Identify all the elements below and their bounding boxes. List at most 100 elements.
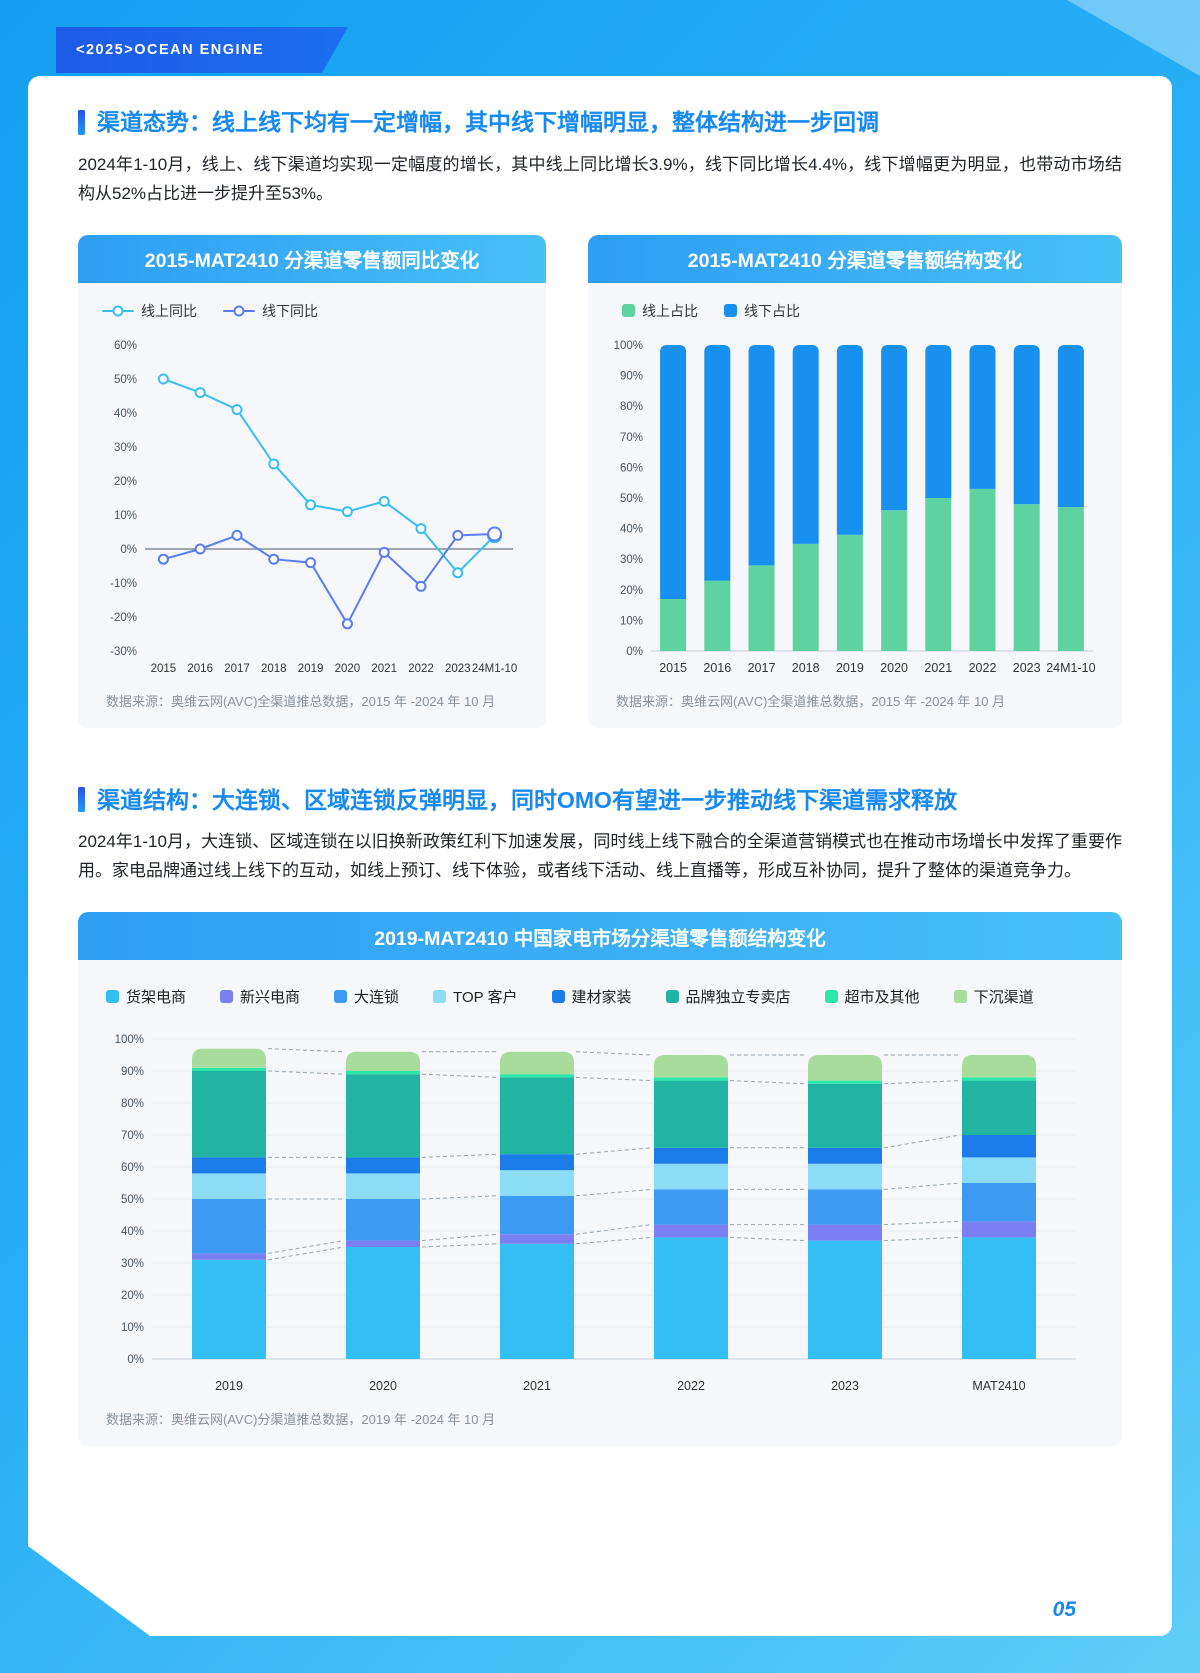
- svg-text:24M1-10: 24M1-10: [1046, 661, 1095, 675]
- legend-swatch-icon: [552, 990, 565, 1003]
- structure-stacked-bar-chart: 0% 10% 20% 30% 40% 50% 60% 70% 80% 90% 100% 2015 201…: [605, 329, 1105, 681]
- chart3-body: 货架电商 新兴电商 大连锁 TOP 客户 建材家装 品牌独立专卖店 超市及其他 下沉渠道 0%…: [78, 960, 1122, 1446]
- structure-bar-chart-card: 2015-MAT2410 分渠道零售额结构变化 线上占比 线下占比 0% 10% 20…: [588, 235, 1122, 728]
- svg-text:-10%: -10%: [110, 578, 137, 590]
- svg-text:30%: 30%: [121, 1258, 144, 1270]
- svg-text:2016: 2016: [187, 663, 213, 675]
- yoy-line-chart-card: 2015-MAT2410 分渠道零售额同比变化 线上同比 线下同比 60% 50% 4…: [78, 235, 546, 728]
- legend-swatch-icon: [954, 990, 967, 1003]
- svg-text:50%: 50%: [121, 1194, 144, 1206]
- svg-text:2019: 2019: [298, 663, 324, 675]
- brand-logo-text: <2025>OCEAN ENGINE: [76, 42, 265, 58]
- svg-text:20%: 20%: [114, 476, 137, 488]
- svg-text:-30%: -30%: [110, 646, 137, 658]
- svg-text:50%: 50%: [620, 493, 643, 505]
- chart-canvas: 0% 10% 20% 30% 40% 50% 60% 70% 80% 90% 100% 2015 201…: [614, 340, 1096, 675]
- svg-text:10%: 10%: [121, 1322, 144, 1334]
- chart1-legend: 线上同比 线下同比: [78, 283, 546, 325]
- section1-title: 渠道态势：线上线下均有一定增幅，其中线下增幅明显，整体结构进一步回调: [78, 108, 1122, 137]
- brand-banner: <2025>OCEAN ENGINE: [56, 27, 348, 73]
- svg-text:30%: 30%: [114, 442, 137, 454]
- chart-canvas: 0% 10% 20% 30% 40% 50% 60% 70% 80% 90% 100% 2019 202…: [115, 1034, 1076, 1393]
- svg-text:2019: 2019: [836, 661, 864, 675]
- svg-text:60%: 60%: [620, 462, 643, 474]
- svg-text:0%: 0%: [127, 1354, 144, 1366]
- svg-text:2021: 2021: [371, 663, 397, 675]
- legend-item: 建材家装: [552, 986, 632, 1007]
- legend-swatch-icon: [334, 990, 347, 1003]
- legend-item: 超市及其他: [825, 986, 920, 1007]
- legend-label: 线下占比: [744, 302, 800, 319]
- section-title-marker-icon: [78, 787, 85, 812]
- svg-text:-20%: -20%: [110, 612, 137, 624]
- svg-text:10%: 10%: [114, 510, 137, 522]
- legend-label: 货架电商: [126, 989, 187, 1007]
- svg-text:80%: 80%: [121, 1098, 144, 1110]
- svg-text:2017: 2017: [748, 661, 776, 675]
- legend-swatch-icon: [622, 304, 635, 317]
- svg-text:2022: 2022: [677, 1379, 705, 1393]
- channel-structure-chart-card: 2019-MAT2410 中国家电市场分渠道零售额结构变化 货架电商 新兴电商 大连…: [78, 912, 1122, 1446]
- svg-text:2021: 2021: [924, 661, 952, 675]
- svg-text:2018: 2018: [261, 663, 287, 675]
- legend-label: 品牌独立专卖店: [685, 989, 791, 1007]
- svg-text:MAT2410: MAT2410: [972, 1379, 1025, 1393]
- legend-item: 大连锁: [334, 986, 399, 1007]
- chart1-source: 数据来源：奥维云网(AVC)全渠道推总数据，2015 年 -2024 年 10 …: [106, 693, 496, 709]
- legend-swatch-icon: [724, 304, 737, 317]
- legend-item: 线上占比: [622, 301, 698, 321]
- svg-text:2020: 2020: [369, 1379, 397, 1393]
- chart2-source: 数据来源：奥维云网(AVC)全渠道推总数据，2015 年 -2024 年 10 …: [616, 693, 1006, 709]
- section2-title: 渠道结构：大连锁、区域连锁反弹明显，同时OMO有望进一步推动线下渠道需求释放: [78, 786, 1122, 815]
- svg-text:24M1-10: 24M1-10: [472, 663, 517, 675]
- svg-text:100%: 100%: [614, 340, 643, 352]
- legend-swatch-icon: [433, 990, 446, 1003]
- legend-label: TOP 客户: [453, 989, 518, 1007]
- svg-text:30%: 30%: [620, 554, 643, 566]
- legend-line-icon: [102, 310, 134, 312]
- svg-text:90%: 90%: [121, 1066, 144, 1078]
- channel-structure-stacked-bar-chart: 0% 10% 20% 30% 40% 50% 60% 70% 80% 90% 100% 2019 202…: [98, 1021, 1102, 1399]
- legend-marker-dot-icon: [234, 305, 245, 316]
- legend-label: 超市及其他: [844, 989, 920, 1007]
- legend-label: 线上同比: [141, 302, 197, 319]
- svg-text:50%: 50%: [114, 374, 137, 386]
- section2-body: 2024年1-10月，大连锁、区域连锁在以旧换新政策红利下加速发展，同时线上线下…: [78, 832, 1122, 881]
- svg-text:20%: 20%: [620, 584, 643, 596]
- legend-label: 下沉渠道: [973, 989, 1034, 1007]
- chart1-body: 线上同比 线下同比 60% 50% 40% 30% 20% 10% 0% -10% -20% -30…: [78, 283, 546, 728]
- legend-item: 线上同比: [102, 301, 197, 321]
- legend-item: 新兴电商: [220, 986, 300, 1007]
- svg-text:60%: 60%: [114, 340, 137, 352]
- top-right-accent-shape: [1067, 0, 1200, 76]
- svg-text:80%: 80%: [620, 401, 643, 413]
- legend-item: 线下同比: [223, 301, 318, 321]
- content-panel: 渠道态势：线上线下均有一定增幅，其中线下增幅明显，整体结构进一步回调 2024年…: [28, 76, 1172, 1636]
- svg-text:10%: 10%: [620, 615, 643, 627]
- chart2-body: 线上占比 线下占比 0% 10% 20% 30% 40% 50% 60% 70% 80% 90% 10…: [588, 283, 1122, 728]
- legend-label: 线上占比: [642, 302, 698, 319]
- svg-text:2018: 2018: [792, 661, 820, 675]
- svg-text:2017: 2017: [224, 663, 250, 675]
- legend-item: 货架电商: [106, 986, 186, 1007]
- legend-swatch-icon: [666, 990, 679, 1003]
- svg-text:60%: 60%: [121, 1162, 144, 1174]
- svg-text:100%: 100%: [115, 1034, 144, 1046]
- svg-text:40%: 40%: [114, 408, 137, 420]
- svg-text:2016: 2016: [703, 661, 731, 675]
- yoy-line-chart: 60% 50% 40% 30% 20% 10% 0% -10% -20% -30% 2015 2016…: [97, 329, 527, 681]
- svg-text:2023: 2023: [831, 1379, 859, 1393]
- chart1-title: 2015-MAT2410 分渠道零售额同比变化: [78, 235, 546, 283]
- legend-item: TOP 客户: [433, 986, 517, 1007]
- chart3-source: 数据来源：奥维云网(AVC)分渠道推总数据，2019 年 -2024 年 10 …: [106, 1412, 496, 1428]
- page-number: 05: [1052, 1598, 1076, 1621]
- svg-text:2023: 2023: [1013, 661, 1041, 675]
- svg-text:2020: 2020: [880, 661, 908, 675]
- chart2-title: 2015-MAT2410 分渠道零售额结构变化: [588, 235, 1122, 283]
- section1-title-text: 渠道态势：线上线下均有一定增幅，其中线下增幅明显，整体结构进一步回调: [97, 109, 879, 135]
- svg-text:2019: 2019: [215, 1379, 243, 1393]
- legend-line-icon: [223, 310, 255, 312]
- legend-item: 品牌独立专卖店: [666, 986, 791, 1007]
- chart3-legend: 货架电商 新兴电商 大连锁 TOP 客户 建材家装 品牌独立专卖店 超市及其他 下沉渠道: [78, 960, 1122, 1017]
- chart2-legend: 线上占比 线下占比: [588, 283, 1122, 325]
